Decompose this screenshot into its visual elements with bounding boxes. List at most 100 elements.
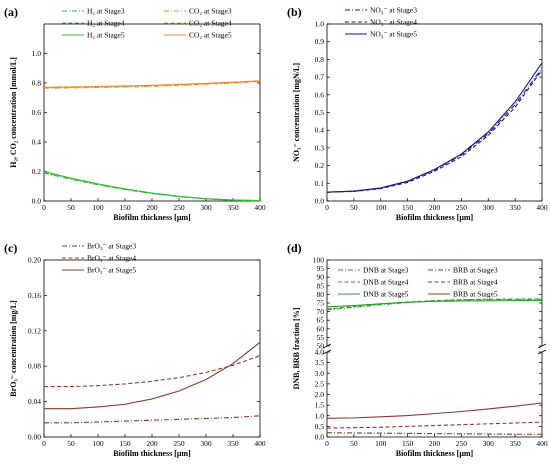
series-line-1-0 <box>326 67 543 193</box>
x-tick-label: 400 <box>254 439 266 448</box>
y-tick-label: 0.16 <box>28 291 41 300</box>
x-tick-label: 0 <box>325 439 329 448</box>
x-tick-label: 150 <box>402 203 414 212</box>
x-tick-label: 150 <box>119 203 131 212</box>
legend-label: DNB at Stage4 <box>363 278 409 287</box>
x-tick-label: 0 <box>42 439 46 448</box>
series-line-3-2 <box>326 299 543 308</box>
legend-label: CO₂ at Stage4 <box>189 19 232 28</box>
x-tick-label: 400 <box>536 439 548 448</box>
x-tick-label: 250 <box>456 439 468 448</box>
series-line-0-3 <box>43 80 261 89</box>
legend-label: H₂ at Stage3 <box>87 7 125 16</box>
series-line-3-1 <box>326 298 543 310</box>
series-line-0-0 <box>43 172 261 202</box>
plot-frame-upper <box>326 259 543 346</box>
x-tick-label: 50 <box>67 203 75 212</box>
x-tick-label: 350 <box>227 203 239 212</box>
series-line-2-0 <box>44 415 261 424</box>
legend-label: NO₃⁻ at Stage3 <box>370 6 417 15</box>
x-tick-label: 250 <box>173 203 185 212</box>
y-tick-label: 1.5 <box>315 401 325 410</box>
x-tick-label: 300 <box>483 203 495 212</box>
y-tick-label: 0.12 <box>28 326 41 335</box>
panel-label-0: (a) <box>4 5 18 19</box>
y-tick-label: 100 <box>313 256 325 265</box>
x-axis-label: Biofilm thickness [μm] <box>113 213 191 222</box>
y-tick-label: 0.9 <box>315 37 325 46</box>
y-tick-label: 3.5 <box>315 358 325 367</box>
x-tick-label: 200 <box>146 203 158 212</box>
x-tick-label: 50 <box>350 203 358 212</box>
series-line-3-5 <box>326 402 543 419</box>
y-axis-label: H₂, CO₂ concentration [mmol/L] <box>9 57 18 168</box>
x-tick-label: 100 <box>375 203 387 212</box>
x-tick-label: 0 <box>325 203 329 212</box>
y-tick-label: 50 <box>317 342 325 351</box>
y-tick-label: 70 <box>317 307 325 316</box>
x-tick-label: 100 <box>92 439 104 448</box>
y-tick-label: 0.04 <box>28 397 41 406</box>
series-line-3-3 <box>326 432 542 435</box>
y-tick-label: 0.00 <box>28 433 41 442</box>
x-tick-label: 0 <box>42 203 46 212</box>
series-line-1-1 <box>326 69 543 193</box>
series-line-0-5 <box>43 80 261 88</box>
legend-label: CO₂ at Stage3 <box>189 7 232 16</box>
x-tick-label: 200 <box>146 439 158 448</box>
x-tick-label: 200 <box>429 203 441 212</box>
y-tick-label: 0.08 <box>28 362 41 371</box>
y-tick-label: 0.0 <box>315 433 325 442</box>
y-tick-label: 60 <box>317 324 325 333</box>
legend-label: BrO₃⁻ at Stage4 <box>87 254 136 263</box>
y-tick-label: 75 <box>317 299 325 308</box>
panel-label-1: (b) <box>287 5 302 19</box>
plot-frame-2 <box>43 259 261 438</box>
y-tick-label: 85 <box>317 281 325 290</box>
y-tick-label: 0.8 <box>32 79 42 88</box>
legend-label: BRB at Stage5 <box>453 290 498 299</box>
x-tick-label: 100 <box>92 203 104 212</box>
y-tick-label: 1.0 <box>32 49 42 58</box>
y-tick-label: 2.5 <box>315 379 325 388</box>
y-tick-label: 0.1 <box>315 179 325 188</box>
y-axis-label: BrO₃⁻ concentration [mg/L] <box>9 300 18 397</box>
legend-label: NO₃⁻ at Stage4 <box>370 18 417 27</box>
legend-label: BRB at Stage4 <box>453 278 498 287</box>
legend-label: BrO₃⁻ at Stage3 <box>87 242 136 251</box>
x-tick-label: 250 <box>456 203 468 212</box>
legend-label: DNB at Stage3 <box>363 266 409 275</box>
x-tick-label: 150 <box>119 439 131 448</box>
series-line-2-2 <box>44 341 261 410</box>
y-tick-label: 0.3 <box>315 143 325 152</box>
y-tick-label: 2.0 <box>315 390 325 399</box>
y-tick-label: 0.20 <box>28 256 41 265</box>
x-tick-label: 350 <box>227 439 239 448</box>
y-tick-label: 1.0 <box>315 20 325 29</box>
y-tick-label: 0.5 <box>315 422 325 431</box>
y-tick-label: 0.0 <box>315 197 325 206</box>
series-line-2-1 <box>44 355 261 388</box>
y-tick-label: 0.7 <box>315 73 325 82</box>
x-tick-label: 300 <box>200 439 212 448</box>
y-tick-label: 0.8 <box>315 55 325 64</box>
series-line-3-4 <box>326 421 543 429</box>
legend-label: H₂ at Stage5 <box>87 31 125 40</box>
y-tick-label: 90 <box>317 273 325 282</box>
x-axis-label: Biofilm thickness [μm] <box>113 449 191 458</box>
y-tick-label: 80 <box>317 290 325 299</box>
plot-frame-1 <box>326 23 543 202</box>
x-tick-label: 50 <box>350 439 358 448</box>
y-tick-label: 0.2 <box>32 167 42 176</box>
y-tick-label: 55 <box>317 333 325 342</box>
legend-label: BRB at Stage3 <box>453 266 498 275</box>
legend-label: BrO₃⁻ at Stage5 <box>87 266 136 275</box>
y-tick-label: 1.0 <box>315 411 325 420</box>
y-axis-label: NO₃⁻ concentration [mgN/L] <box>292 63 301 162</box>
series-line-1-2 <box>326 62 543 193</box>
legend-label: DNB at Stage5 <box>363 290 409 299</box>
x-tick-label: 250 <box>173 439 185 448</box>
legend-label: NO₃⁻ at Stage5 <box>370 30 417 39</box>
series-line-0-1 <box>43 171 261 202</box>
plot-frame-lower <box>326 352 543 438</box>
